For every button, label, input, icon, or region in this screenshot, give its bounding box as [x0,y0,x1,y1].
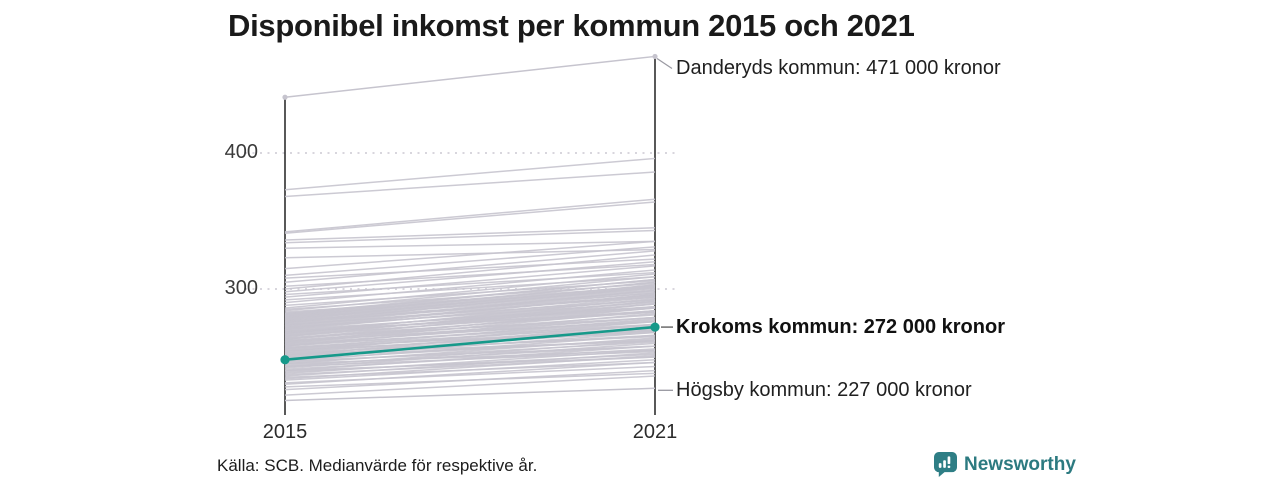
municipality-line [284,330,656,349]
y-tick-label-300: 300 [224,277,258,299]
municipality-line [284,292,656,320]
municipality-line [284,285,656,313]
municipality-line [284,198,656,233]
municipality-line [284,271,656,296]
annotation-danderyd: Danderyds kommun: 471 000 kronor [676,57,1001,80]
municipality-line [284,320,656,342]
municipality-line [284,286,656,315]
source-note: Källa: SCB. Medianvärde för respektive å… [217,456,538,475]
municipality-line [284,296,656,323]
municipality-line [284,365,656,384]
dot-2021-Krokoms kommun [650,322,660,332]
municipality-line [284,258,656,279]
y-tick-label-400: 400 [224,141,258,163]
municipality-line [284,305,656,331]
line-Danderyds kommun [284,55,656,98]
municipality-line [284,269,656,304]
municipality-line [284,324,656,349]
municipality-line [284,227,656,241]
municipality-line [284,280,656,307]
municipality-line [284,372,656,388]
line-Krokoms kommun [284,325,656,362]
x-tick-label-2015: 2015 [262,421,308,443]
brand-name: Newsworthy [964,453,1076,475]
municipality-line [284,356,656,372]
municipality-line [284,263,656,288]
municipality-line [284,323,656,346]
municipality-line [284,288,656,316]
municipality-line [284,375,656,396]
newsworthy-logo-icon [934,452,957,477]
dot-2021-Danderyds kommun [652,53,658,60]
municipality-line [284,331,656,351]
municipality-line [284,339,656,356]
municipality-line [284,248,656,259]
municipality-line [284,361,656,379]
municipality-line [284,240,656,270]
page-title: Disponibel inkomst per kommun 2015 och 2… [228,8,915,43]
municipality-line [284,295,656,322]
municipality-line [284,289,656,317]
municipality-line [284,311,656,339]
municipality-line [284,273,656,309]
municipality-line [284,229,656,244]
municipality-line [284,350,656,368]
municipality-line [284,265,656,298]
municipality-line [284,240,656,249]
dot-2015-Krokoms kommun [280,355,290,365]
municipality-line [284,335,656,354]
municipality-line [284,171,656,198]
municipality-line [284,345,656,362]
municipality-line [284,301,656,328]
brand-newsworthy: Newsworthy [934,452,1076,477]
municipality-line [284,250,656,283]
municipality-line [284,311,656,332]
municipality-line [284,290,656,319]
dot-2015-Danderyds kommun [282,94,288,100]
municipality-line [284,349,656,365]
leader-danderyd [656,57,673,69]
municipality-line [284,157,656,191]
annotation-hogsby: Högsby kommun: 227 000 kronor [676,379,972,402]
municipality-line [284,282,656,311]
municipality-line [284,299,656,326]
line-Högsby kommun [284,387,656,402]
x-tick-label-2021: 2021 [632,421,678,443]
municipality-line [284,261,656,293]
municipality-line [284,316,656,339]
municipality-line [284,201,656,234]
municipality-line [284,276,656,301]
annotation-krokom: Krokoms kommun: 272 000 kronor [676,316,1005,339]
